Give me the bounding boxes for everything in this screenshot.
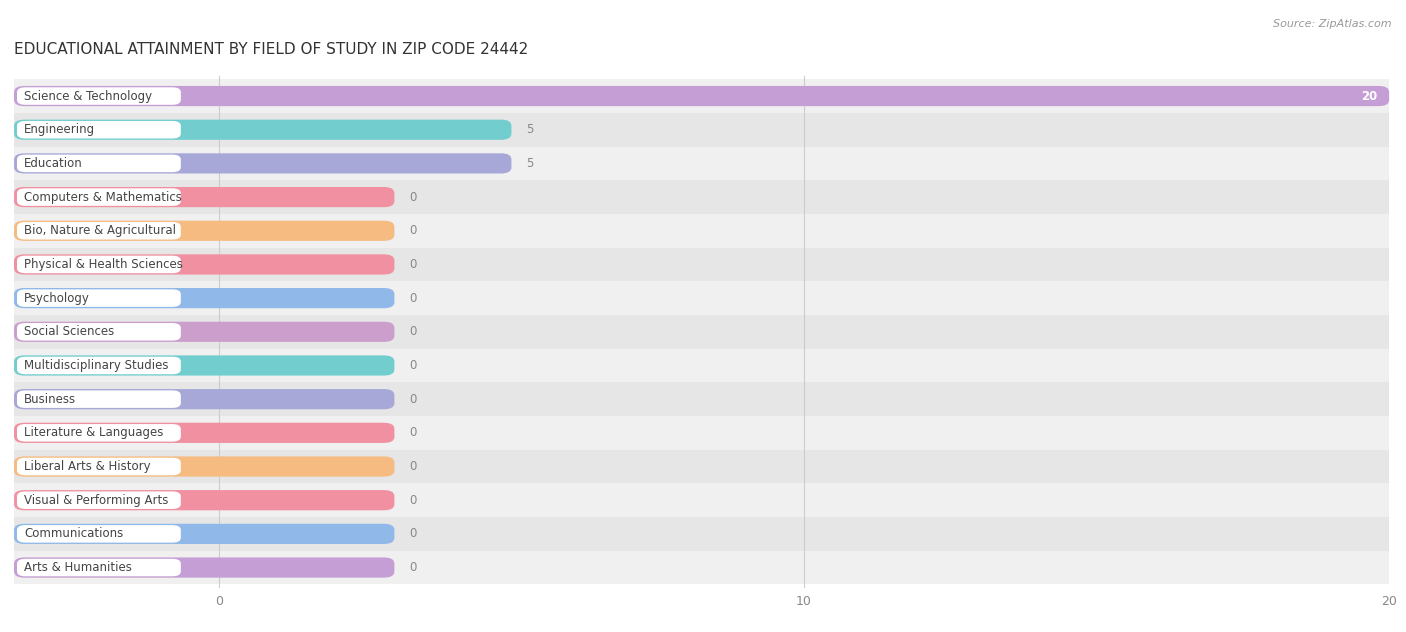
Text: Physical & Health Sciences: Physical & Health Sciences — [24, 258, 183, 271]
FancyBboxPatch shape — [14, 389, 395, 410]
Bar — [14, 416, 1389, 450]
FancyBboxPatch shape — [17, 87, 181, 105]
Bar — [14, 483, 1389, 517]
FancyBboxPatch shape — [17, 222, 181, 240]
FancyBboxPatch shape — [14, 456, 395, 477]
Text: 20: 20 — [1361, 90, 1378, 102]
Text: 0: 0 — [409, 427, 416, 439]
FancyBboxPatch shape — [14, 221, 395, 241]
Text: Engineering: Engineering — [24, 123, 96, 137]
FancyBboxPatch shape — [17, 356, 181, 374]
Text: Multidisciplinary Studies: Multidisciplinary Studies — [24, 359, 169, 372]
Bar — [14, 550, 1389, 585]
FancyBboxPatch shape — [17, 458, 181, 475]
FancyBboxPatch shape — [14, 154, 512, 174]
Bar — [14, 180, 1389, 214]
FancyBboxPatch shape — [14, 557, 395, 578]
Text: Science & Technology: Science & Technology — [24, 90, 152, 102]
Text: Bio, Nature & Agricultural: Bio, Nature & Agricultural — [24, 224, 176, 237]
Text: 0: 0 — [409, 325, 416, 338]
Text: 5: 5 — [526, 157, 533, 170]
FancyBboxPatch shape — [14, 288, 395, 308]
Text: Liberal Arts & History: Liberal Arts & History — [24, 460, 150, 473]
Text: Business: Business — [24, 392, 76, 406]
FancyBboxPatch shape — [17, 121, 181, 138]
FancyBboxPatch shape — [14, 322, 395, 342]
Text: 0: 0 — [409, 291, 416, 305]
Bar — [14, 382, 1389, 416]
Text: 0: 0 — [409, 460, 416, 473]
FancyBboxPatch shape — [17, 289, 181, 307]
Text: 0: 0 — [409, 191, 416, 204]
Text: 0: 0 — [409, 392, 416, 406]
Text: Literature & Languages: Literature & Languages — [24, 427, 163, 439]
FancyBboxPatch shape — [17, 525, 181, 543]
Text: Education: Education — [24, 157, 83, 170]
Bar — [14, 315, 1389, 349]
Bar — [14, 281, 1389, 315]
FancyBboxPatch shape — [14, 187, 395, 207]
Bar — [14, 517, 1389, 550]
Text: Visual & Performing Arts: Visual & Performing Arts — [24, 494, 169, 507]
Text: 0: 0 — [409, 527, 416, 540]
FancyBboxPatch shape — [14, 423, 395, 443]
Bar — [14, 349, 1389, 382]
FancyBboxPatch shape — [17, 492, 181, 509]
Text: 0: 0 — [409, 561, 416, 574]
FancyBboxPatch shape — [17, 559, 181, 576]
FancyBboxPatch shape — [14, 119, 512, 140]
FancyBboxPatch shape — [14, 254, 395, 274]
FancyBboxPatch shape — [14, 355, 395, 375]
Text: 0: 0 — [409, 359, 416, 372]
FancyBboxPatch shape — [14, 524, 395, 544]
Text: Psychology: Psychology — [24, 291, 90, 305]
FancyBboxPatch shape — [14, 86, 1389, 106]
Text: Social Sciences: Social Sciences — [24, 325, 114, 338]
FancyBboxPatch shape — [17, 424, 181, 442]
Text: EDUCATIONAL ATTAINMENT BY FIELD OF STUDY IN ZIP CODE 24442: EDUCATIONAL ATTAINMENT BY FIELD OF STUDY… — [14, 42, 529, 58]
Bar — [14, 214, 1389, 248]
Text: 0: 0 — [409, 224, 416, 237]
Bar — [14, 79, 1389, 113]
Text: Arts & Humanities: Arts & Humanities — [24, 561, 132, 574]
Text: 0: 0 — [409, 494, 416, 507]
FancyBboxPatch shape — [17, 323, 181, 341]
Text: 0: 0 — [409, 258, 416, 271]
Bar — [14, 450, 1389, 483]
Bar — [14, 113, 1389, 147]
FancyBboxPatch shape — [17, 188, 181, 206]
Text: Communications: Communications — [24, 527, 124, 540]
Text: 5: 5 — [526, 123, 533, 137]
FancyBboxPatch shape — [14, 490, 395, 510]
Text: Source: ZipAtlas.com: Source: ZipAtlas.com — [1274, 19, 1392, 29]
FancyBboxPatch shape — [17, 391, 181, 408]
Bar — [14, 147, 1389, 180]
Bar — [14, 248, 1389, 281]
FancyBboxPatch shape — [17, 155, 181, 172]
FancyBboxPatch shape — [17, 256, 181, 273]
Text: Computers & Mathematics: Computers & Mathematics — [24, 191, 181, 204]
